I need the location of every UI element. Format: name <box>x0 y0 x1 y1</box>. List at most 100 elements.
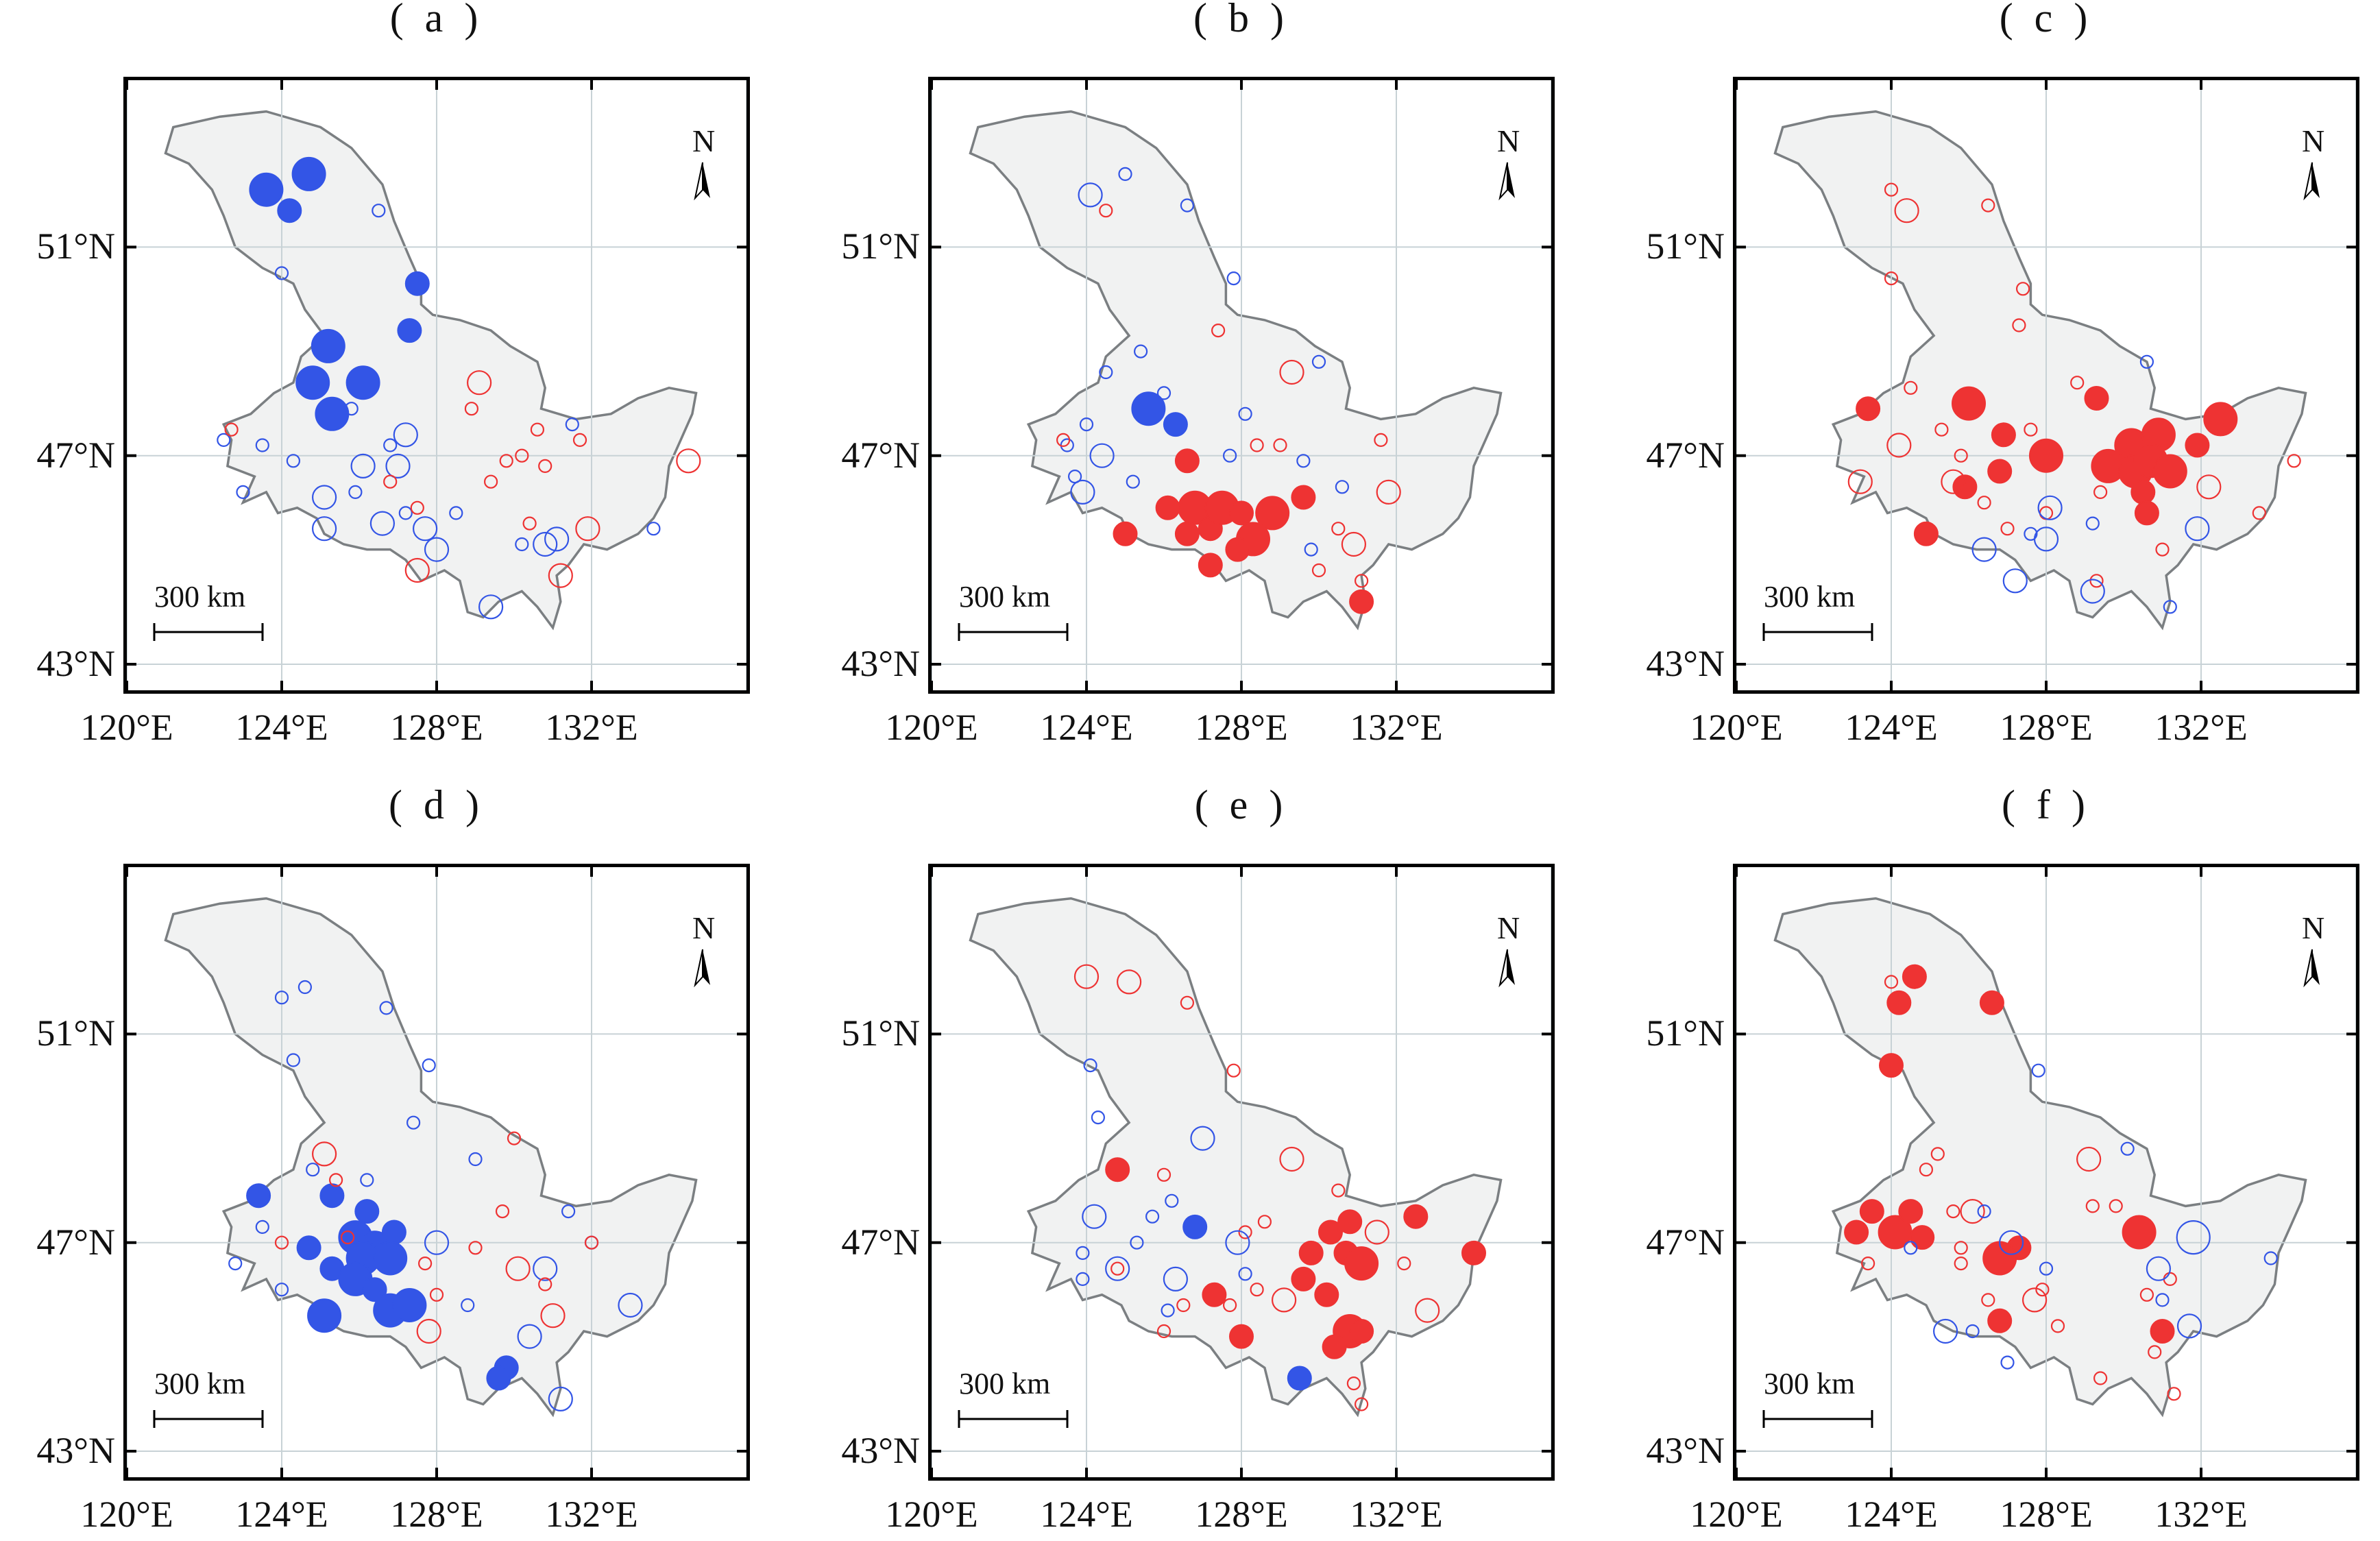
station-increase-marker <box>2203 402 2238 437</box>
scale-bar <box>153 623 264 641</box>
station-decrease-marker <box>379 1001 393 1015</box>
north-label: N <box>1497 123 1520 158</box>
latitude-tick-label: 43°N <box>1646 1429 1725 1471</box>
station-decrease-marker <box>1130 1235 1144 1250</box>
station-increase-marker <box>1238 1225 1252 1239</box>
station-increase-marker <box>1176 1298 1191 1313</box>
station-increase-marker <box>1180 995 1194 1010</box>
station-decrease-marker <box>468 1152 483 1167</box>
map-svg <box>127 867 746 1477</box>
station-increase-marker <box>2050 1319 2065 1333</box>
station-increase-marker <box>2196 474 2222 500</box>
station-increase-marker <box>1318 1220 1343 1245</box>
station-increase-marker <box>1902 964 1927 989</box>
station-decrease-marker <box>2000 1355 2015 1370</box>
station-increase-marker <box>530 422 545 437</box>
latitude-tick-label: 43°N <box>36 1429 115 1471</box>
station-increase-marker <box>1898 1199 1923 1224</box>
station-increase-marker <box>1374 433 1388 448</box>
longitude-tick-label: 120°E <box>80 707 173 748</box>
station-increase-marker <box>341 1230 355 1245</box>
longitude-tick-label: 132°E <box>2154 707 2248 748</box>
station-increase-marker <box>1977 496 1991 510</box>
station-increase-marker <box>2134 500 2159 526</box>
station-increase-marker <box>312 1141 337 1167</box>
map-svg <box>932 867 1551 1477</box>
north-arrow-icon <box>1498 949 1515 988</box>
latitude-tick-label: 47°N <box>1646 434 1725 476</box>
station-increase-marker <box>1981 1293 1995 1307</box>
station-decrease-marker <box>1904 1241 1918 1255</box>
north-arrow-icon <box>694 162 710 201</box>
province-boundary <box>164 897 698 1418</box>
station-decrease-marker <box>2263 1251 2278 1265</box>
station-decrease-marker <box>312 485 337 510</box>
station-increase-marker <box>1354 574 1369 588</box>
station-increase-marker <box>1844 1220 1869 1245</box>
station-decrease-marker <box>1078 182 1103 208</box>
map-panel: ( a ) N 300 km 51°N 47°N 43°N 120°E 124°E 128°E 1… <box>0 0 770 754</box>
map-frame: N 300 km <box>1733 864 2359 1481</box>
station-decrease-marker <box>1335 480 1350 494</box>
station-decrease-marker <box>1304 542 1318 557</box>
station-increase-marker <box>1291 1266 1316 1291</box>
station-increase-marker <box>416 1318 441 1344</box>
map-frame: N 300 km <box>123 864 750 1481</box>
station-decrease-marker <box>217 433 231 448</box>
station-increase-marker <box>1156 1324 1171 1339</box>
station-increase-marker <box>2122 1215 2157 1250</box>
station-increase-marker <box>1954 448 1968 463</box>
station-increase-marker <box>1346 1376 1361 1391</box>
panel-label: ( c ) <box>1999 0 2093 40</box>
station-increase-marker <box>1364 1220 1389 1245</box>
station-increase-marker <box>1376 479 1401 505</box>
station-decrease-marker <box>277 198 302 223</box>
station-increase-marker <box>1279 359 1304 385</box>
station-decrease-marker <box>306 1163 320 1177</box>
station-increase-marker <box>2093 485 2108 500</box>
north-label: N <box>2302 123 2325 158</box>
longitude-tick-label: 120°E <box>1690 707 1783 748</box>
station-decrease-marker <box>350 453 376 479</box>
station-decrease-marker <box>274 266 289 280</box>
station-decrease-marker <box>383 438 398 452</box>
station-decrease-marker <box>1091 1111 1105 1125</box>
longitude-tick-label: 128°E <box>390 1494 483 1535</box>
map-svg <box>932 80 1551 690</box>
station-decrease-marker <box>385 453 411 479</box>
station-increase-marker <box>483 474 498 489</box>
station-decrease-marker <box>1070 479 1095 505</box>
station-increase-marker <box>1202 1282 1227 1307</box>
station-increase-marker <box>676 448 701 474</box>
station-decrease-marker <box>319 1183 345 1209</box>
station-increase-marker <box>1847 469 1873 494</box>
station-increase-marker <box>2093 1371 2108 1385</box>
station-decrease-marker <box>533 531 558 557</box>
latitude-tick-label: 47°N <box>36 1221 115 1263</box>
station-increase-marker <box>1954 1241 1968 1255</box>
latitude-tick-label: 47°N <box>841 434 920 476</box>
station-decrease-marker <box>2031 1063 2045 1078</box>
station-increase-marker <box>1894 198 1919 223</box>
longitude-tick-label: 128°E <box>1195 1494 1288 1535</box>
station-increase-marker <box>2070 376 2085 390</box>
station-increase-marker <box>2016 282 2030 296</box>
station-increase-marker <box>2084 386 2109 411</box>
station-increase-marker <box>1884 271 1899 286</box>
station-increase-marker <box>1886 433 1912 458</box>
station-decrease-marker <box>348 485 363 500</box>
station-decrease-marker <box>1182 1214 1208 1239</box>
station-decrease-marker <box>255 438 269 452</box>
station-increase-marker <box>2150 1319 2175 1344</box>
scale-bar <box>1762 1410 1873 1428</box>
station-decrease-marker <box>312 516 337 542</box>
longitude-tick-label: 120°E <box>1690 1494 1783 1535</box>
station-increase-marker <box>1331 522 1346 536</box>
station-increase-marker <box>1884 975 1899 989</box>
station-increase-marker <box>1349 1319 1374 1344</box>
station-decrease-marker <box>1126 474 1140 489</box>
longitude-tick-label: 132°E <box>545 1494 638 1535</box>
station-decrease-marker <box>1076 1246 1090 1261</box>
station-decrease-marker <box>2163 600 2177 614</box>
